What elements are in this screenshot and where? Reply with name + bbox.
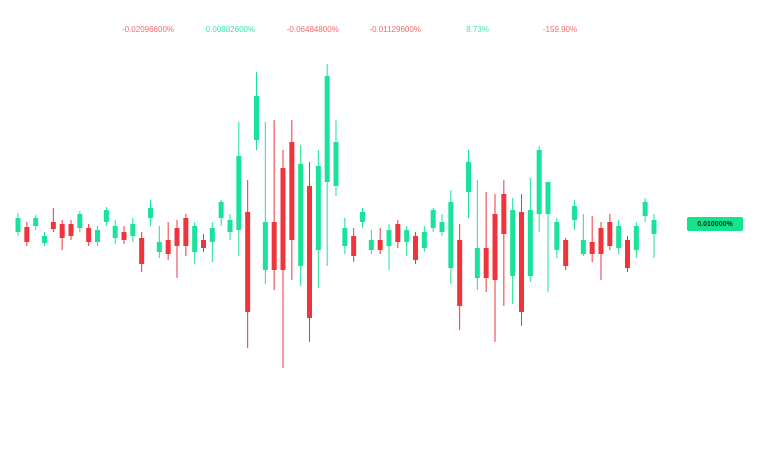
candle-body xyxy=(42,236,47,243)
candle-body xyxy=(112,226,118,238)
candle-body xyxy=(201,240,206,248)
candle-body xyxy=(430,210,436,228)
candle-body xyxy=(130,224,136,236)
candle-body xyxy=(580,240,586,254)
candle-body xyxy=(298,164,304,266)
candle-body xyxy=(519,212,524,312)
candle-body xyxy=(315,166,321,250)
candle-body xyxy=(24,227,30,242)
candle-body xyxy=(386,230,392,246)
candle-body xyxy=(218,202,224,218)
candle-body xyxy=(545,182,551,214)
candle-body xyxy=(148,208,153,218)
candle-body xyxy=(439,222,445,232)
candle-body xyxy=(457,240,463,306)
candle-body xyxy=(536,150,542,214)
candle-body xyxy=(50,222,56,229)
candle-body xyxy=(174,228,180,246)
candle-body xyxy=(254,96,259,140)
candle-body xyxy=(625,240,630,268)
candle-body xyxy=(554,222,560,250)
candle-body xyxy=(262,222,268,270)
candle-body xyxy=(598,228,604,254)
candle-body xyxy=(351,236,357,256)
candle-body xyxy=(59,224,65,238)
candle-body xyxy=(421,232,427,248)
candle-body xyxy=(95,230,100,242)
annotation: 8.73% xyxy=(466,25,489,34)
candle-body xyxy=(209,228,215,242)
candle-body xyxy=(377,240,383,250)
candle-body xyxy=(474,248,480,278)
annotation: -159.90% xyxy=(543,25,577,34)
candle-body xyxy=(245,212,251,312)
annotation: -0.01129600% xyxy=(369,25,420,34)
candle-body xyxy=(510,210,516,276)
candle-body xyxy=(448,202,454,268)
candle-body xyxy=(15,218,21,232)
candle-body xyxy=(271,222,277,270)
candle-body xyxy=(395,224,401,242)
candle-body xyxy=(651,220,657,234)
candle-body xyxy=(501,194,507,234)
candle-body xyxy=(572,206,577,220)
candle-body xyxy=(368,240,374,250)
candle-body xyxy=(156,242,162,252)
candle-body xyxy=(563,240,569,266)
candle-body xyxy=(227,220,233,232)
candle-body xyxy=(413,236,418,260)
candle-body xyxy=(121,232,127,240)
candle-body xyxy=(68,224,74,236)
candle-body xyxy=(77,214,83,228)
candle-body xyxy=(616,226,622,248)
candle-body xyxy=(360,212,365,222)
candle-body xyxy=(642,202,648,216)
candle-body xyxy=(139,238,145,264)
candle-body xyxy=(589,242,595,254)
candle-body xyxy=(342,228,348,246)
candle-body xyxy=(103,210,109,222)
candle-body xyxy=(404,230,410,242)
candle-body xyxy=(466,162,471,192)
candle-body xyxy=(183,218,189,246)
candle-body xyxy=(492,214,498,280)
candle-body xyxy=(86,228,92,242)
candle-body xyxy=(280,168,286,270)
candle-body xyxy=(33,218,39,226)
annotation: -0.02096600% xyxy=(122,25,174,34)
last-price-tag xyxy=(687,217,743,231)
annotation: -0.06484800% xyxy=(287,25,339,34)
candle-body xyxy=(633,226,639,250)
candle-body xyxy=(527,210,533,276)
candle-body xyxy=(289,142,295,240)
candle-body xyxy=(483,248,489,278)
candle-body xyxy=(165,240,171,254)
annotation: 0.00882600% xyxy=(206,25,255,34)
candle-body xyxy=(192,226,198,252)
candle-body xyxy=(307,186,312,318)
candle-body xyxy=(236,156,242,230)
last-price-label: 0.010000% xyxy=(697,221,733,228)
candle-body xyxy=(324,76,330,182)
candle-body xyxy=(333,142,339,186)
candle-body xyxy=(607,222,613,246)
